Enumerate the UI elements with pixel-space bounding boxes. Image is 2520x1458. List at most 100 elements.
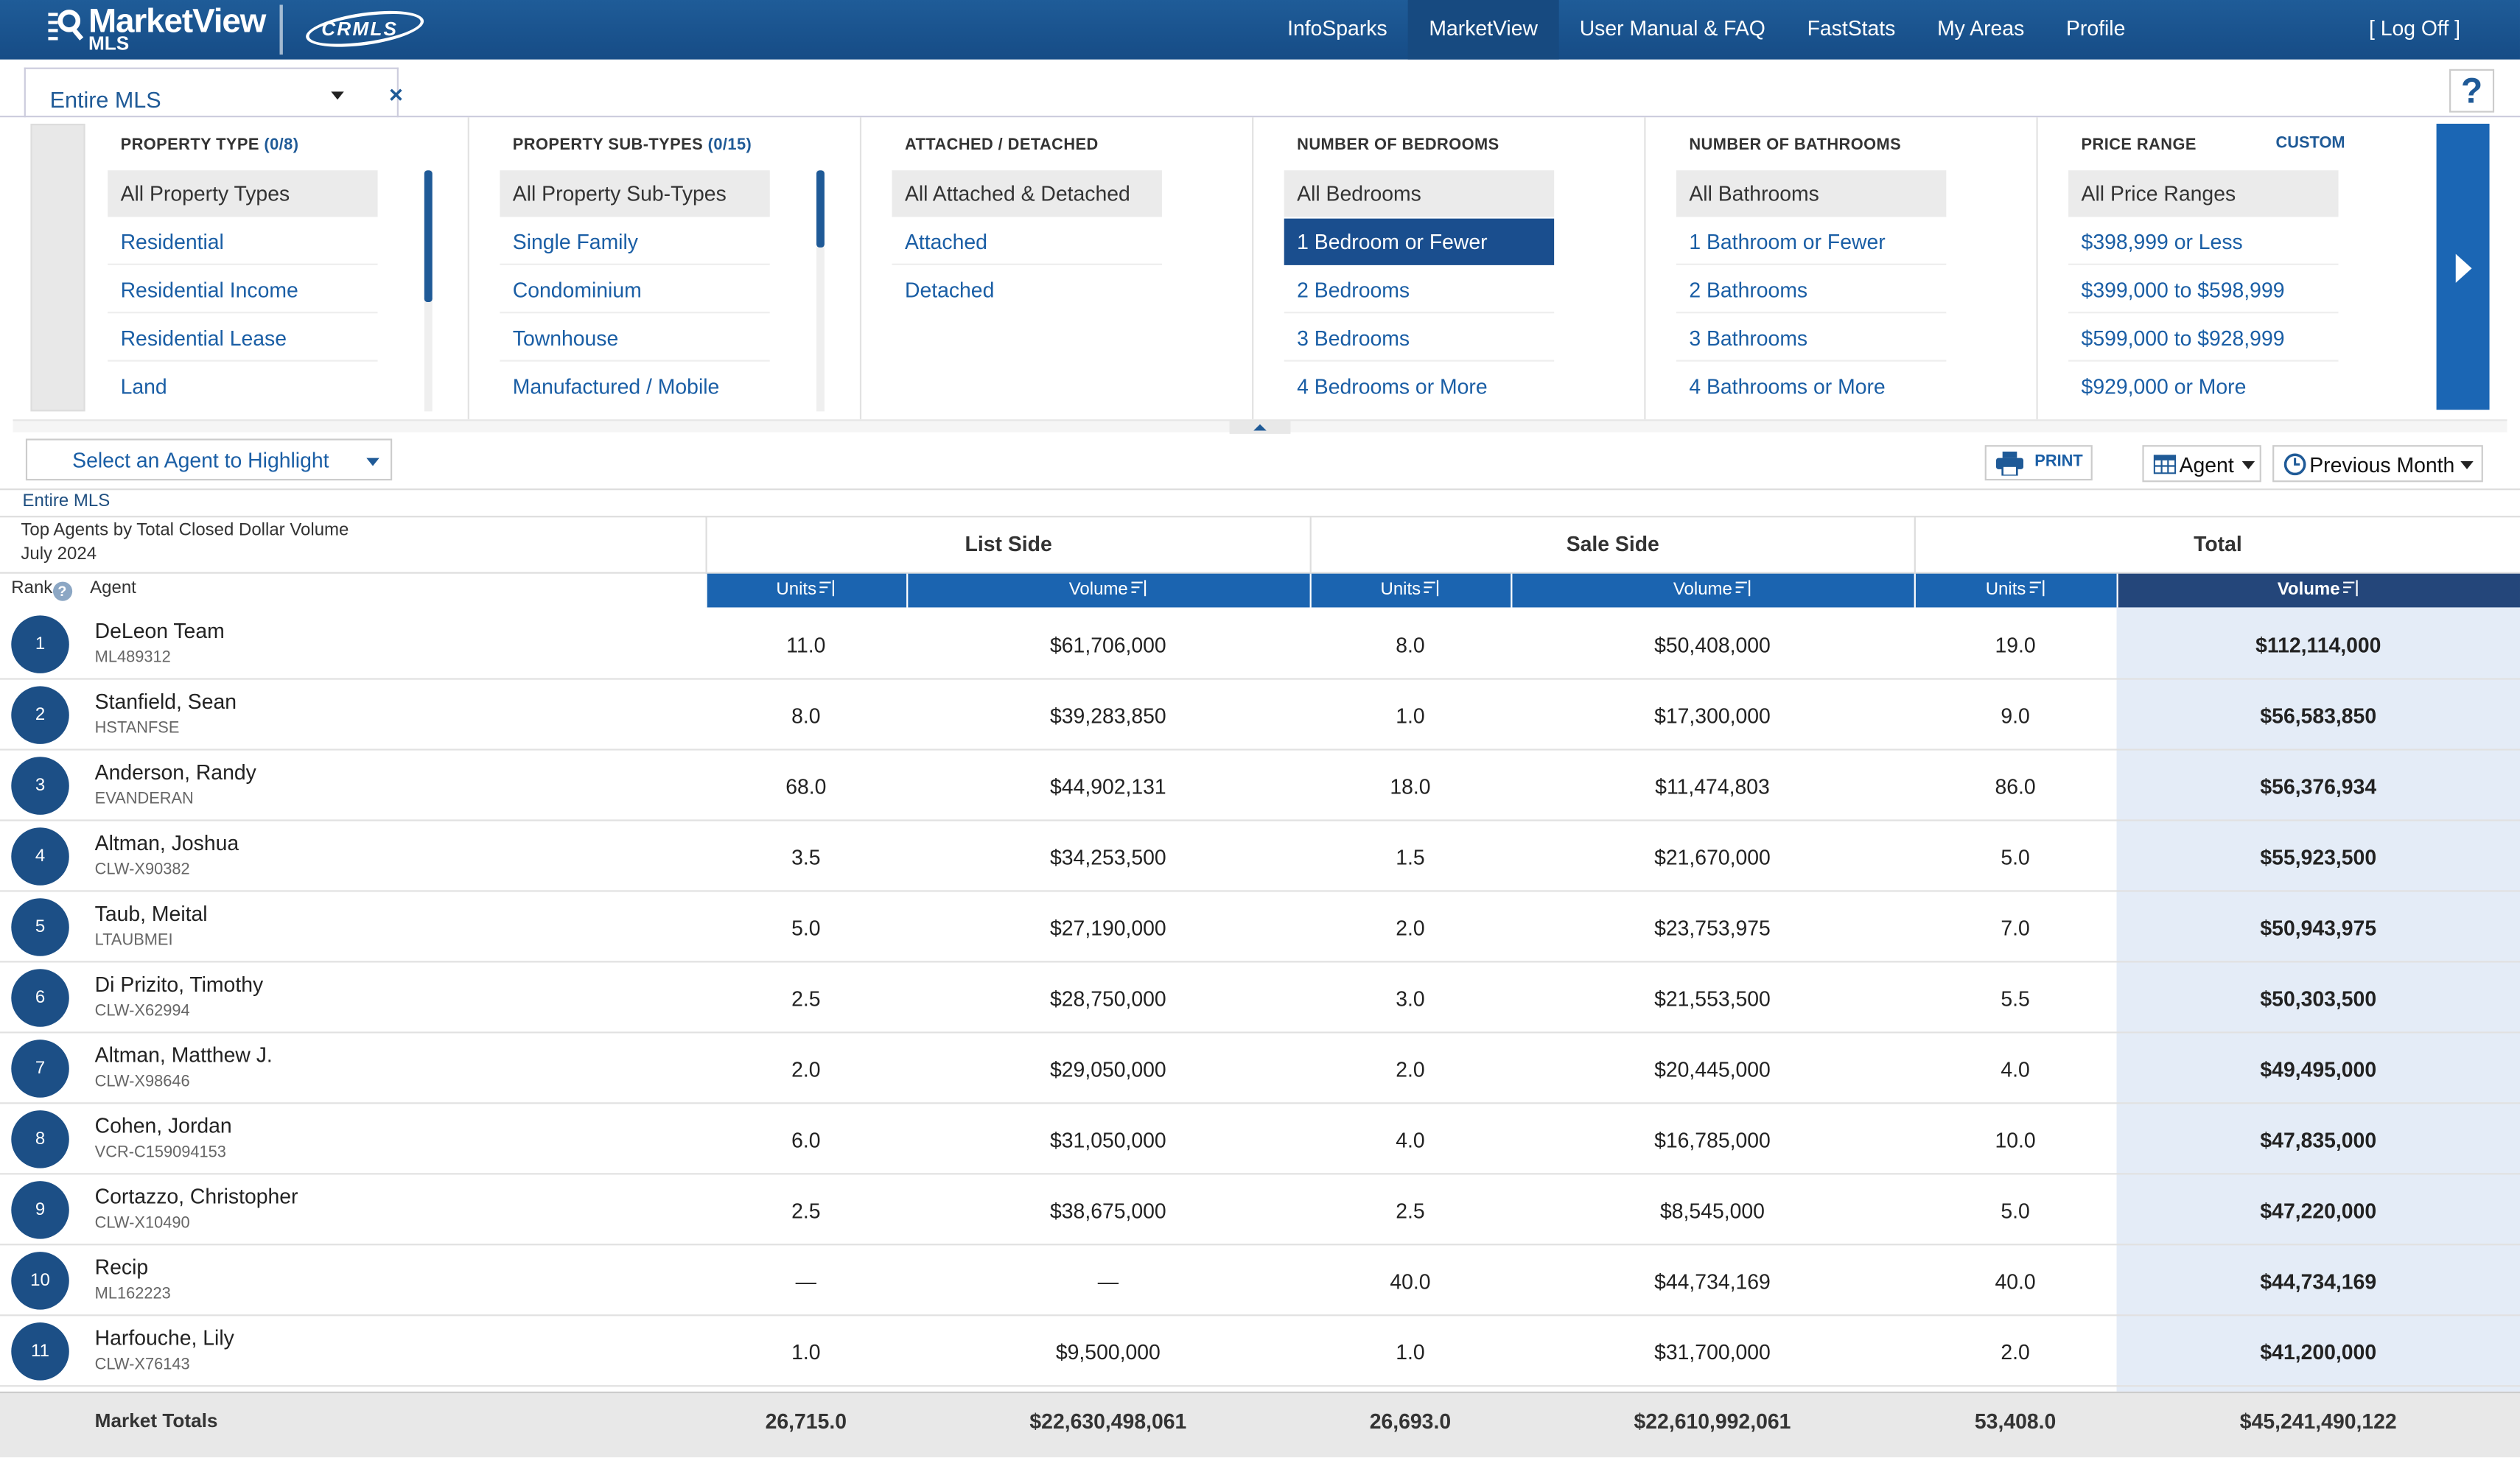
period-dropdown[interactable]: Previous Month [2272, 445, 2483, 483]
filter-option[interactable]: 2 Bathrooms [1676, 267, 1947, 314]
filter-option[interactable]: $399,000 to $598,999 [2068, 267, 2339, 314]
help-icon[interactable]: ? [52, 581, 72, 601]
agent-name[interactable]: Cohen, Jordan [94, 1113, 232, 1138]
view-by-dropdown[interactable]: Agent [2142, 445, 2261, 483]
filter-option[interactable]: Residential [108, 219, 378, 265]
nav-item-faststats[interactable]: FastStats [1807, 15, 1896, 41]
agent-highlight-select-label: Select an Agent to Highlight [72, 448, 329, 473]
table-row[interactable]: 11 Harfouche, Lily CLW-X76143 1.0 $9,500… [0, 1316, 2520, 1387]
filter-option[interactable]: 4 Bathrooms or More [1689, 374, 1886, 399]
agent-name[interactable]: Harfouche, Lily [94, 1325, 234, 1350]
total-units-cell: 19.0 [1995, 633, 2036, 658]
filter-option[interactable]: All Bathrooms [1676, 170, 1947, 217]
filter-option[interactable]: $929,000 or More [2081, 374, 2247, 399]
filter-option[interactable]: Attached [892, 219, 1162, 265]
crmls-logo: CRMLS [279, 4, 427, 55]
list-volume-header[interactable]: Volume [906, 573, 1310, 608]
filter-option[interactable]: Detached [904, 278, 995, 303]
filter-option[interactable]: Residential Income [108, 267, 378, 314]
filter-option-selected[interactable]: 1 Bedroom or Fewer [1284, 218, 1555, 265]
table-row[interactable]: 7 Altman, Matthew J. CLW-X98646 2.0 $29,… [0, 1033, 2520, 1104]
filter-option[interactable]: $398,999 or Less [2068, 219, 2339, 265]
filter-option[interactable]: 1 Bathroom or Fewer [1676, 219, 1947, 265]
filter-bathrooms: NUMBER OF BATHROOMS All Bathrooms 1 Bath… [1645, 117, 2038, 420]
filter-option[interactable]: $599,000 to $928,999 [2068, 315, 2339, 362]
agent-name[interactable]: Altman, Matthew J. [94, 1042, 273, 1068]
scrollbar[interactable] [424, 170, 433, 412]
table-row[interactable]: 10 Recip ML162223 — — 40.0 $44,734,169 4… [0, 1245, 2520, 1317]
filter-scroll-right-button[interactable] [2436, 123, 2490, 410]
rank-column-header[interactable]: Rank? [11, 578, 72, 601]
list-units-cell: 8.0 [791, 704, 821, 729]
table-row[interactable]: 1 DeLeon Team ML489312 11.0 $61,706,000 … [0, 609, 2520, 680]
table-row[interactable]: 3 Anderson, Randy EVANDERAN 68.0 $44,902… [0, 751, 2520, 821]
filter-option[interactable]: All Bedrooms [1284, 170, 1555, 217]
agent-name[interactable]: Anderson, Randy [94, 760, 256, 785]
filter-option[interactable]: 3 Bathrooms [1676, 315, 1947, 362]
list-units-header[interactable]: Units [705, 573, 907, 608]
filter-option[interactable]: 4 Bedrooms or More [1297, 374, 1488, 399]
nav-item-infosparks[interactable]: InfoSparks [1287, 15, 1387, 41]
total-volume-cell: $50,303,500 [2260, 986, 2377, 1011]
marketview-logo[interactable]: MarketView MLS [48, 4, 266, 55]
nav-item-my-areas[interactable]: My Areas [1937, 15, 2025, 41]
print-button[interactable]: PRINT [1984, 445, 2093, 481]
chevron-down-icon[interactable] [331, 91, 344, 100]
filter-option[interactable]: Residential Lease [108, 315, 378, 362]
filter-option[interactable]: Condominium [500, 267, 770, 314]
sale-volume-cell: $21,670,000 [1654, 845, 1771, 869]
total-volume-cell: $47,835,000 [2260, 1128, 2377, 1152]
total-list-volume: $22,630,498,061 [1029, 1409, 1187, 1434]
nav-item-marketview[interactable]: MarketView [1408, 0, 1559, 60]
sort-icon [819, 580, 837, 597]
filter-option[interactable]: All Attached & Detached [892, 170, 1162, 217]
sale-volume-header[interactable]: Volume [1511, 573, 1914, 608]
group-header-list-side: List Side [705, 516, 1310, 572]
agent-name[interactable]: DeLeon Team [94, 618, 225, 643]
table-row[interactable]: 2 Stanfield, Sean HSTANFSE 8.0 $39,283,8… [0, 680, 2520, 751]
agent-id: ML489312 [94, 649, 171, 667]
filter-heading: ATTACHED / DETACHED [904, 136, 1099, 155]
total-volume-header[interactable]: Volume [2116, 573, 2520, 608]
filter-option[interactable]: Townhouse [500, 315, 770, 362]
table-row[interactable]: 8 Cohen, Jordan VCR-C159094153 6.0 $31,0… [0, 1104, 2520, 1175]
sale-units-header[interactable]: Units [1309, 573, 1511, 608]
total-units-header[interactable]: Units [1914, 573, 2117, 608]
agent-highlight-select[interactable]: Select an Agent to Highlight [25, 438, 393, 481]
agent-name[interactable]: Taub, Meital [94, 901, 208, 926]
filter-option[interactable]: Land [120, 374, 167, 399]
filter-option[interactable]: Manufactured / Mobile [512, 374, 720, 399]
sort-icon [1424, 580, 1442, 597]
table-row[interactable]: 9 Cortazzo, Christopher CLW-X10490 2.5 $… [0, 1174, 2520, 1246]
column-header-row [0, 572, 2520, 607]
nav-item-user-manual[interactable]: User Manual & FAQ [1579, 15, 1765, 41]
area-tab[interactable]: Entire MLS × [24, 67, 403, 118]
filter-scroll-left[interactable] [30, 123, 85, 412]
list-volume-cell: $31,050,000 [1050, 1128, 1166, 1152]
agent-name[interactable]: Stanfield, Sean [94, 689, 237, 714]
column-header-label: Units [1380, 580, 1421, 600]
collapse-filters-button[interactable] [1229, 421, 1291, 434]
filter-option[interactable]: All Property Sub-Types [500, 170, 770, 217]
close-icon[interactable]: × [388, 82, 403, 110]
filter-option[interactable]: Single Family [500, 219, 770, 265]
agent-id: CLW-X98646 [94, 1073, 190, 1091]
sale-volume-cell: $23,753,975 [1654, 916, 1771, 940]
log-off-link[interactable]: [ Log Off ] [2368, 15, 2460, 41]
agent-name[interactable]: Di Prizito, Timothy [94, 972, 264, 997]
agent-name[interactable]: Recip [94, 1255, 149, 1280]
agent-name[interactable]: Altman, Joshua [94, 830, 239, 855]
table-row[interactable]: 4 Altman, Joshua CLW-X90382 3.5 $34,253,… [0, 821, 2520, 892]
table-row[interactable]: 5 Taub, Meital LTAUBMEI 5.0 $27,190,000 … [0, 892, 2520, 963]
filter-option[interactable]: 3 Bedrooms [1284, 315, 1555, 362]
help-button[interactable]: ? [2449, 69, 2495, 113]
table-row[interactable]: 6 Di Prizito, Timothy CLW-X62994 2.5 $28… [0, 962, 2520, 1034]
agent-name[interactable]: Cortazzo, Christopher [94, 1184, 298, 1209]
filter-option[interactable]: 2 Bedrooms [1284, 267, 1555, 314]
scrollbar[interactable] [816, 170, 825, 412]
custom-price-link[interactable]: CUSTOM [2275, 135, 2345, 153]
nav-item-profile[interactable]: Profile [2065, 15, 2126, 41]
filter-option[interactable]: All Property Types [108, 170, 378, 217]
filter-option[interactable]: All Price Ranges [2068, 170, 2339, 217]
list-volume-cell: $27,190,000 [1050, 916, 1166, 940]
